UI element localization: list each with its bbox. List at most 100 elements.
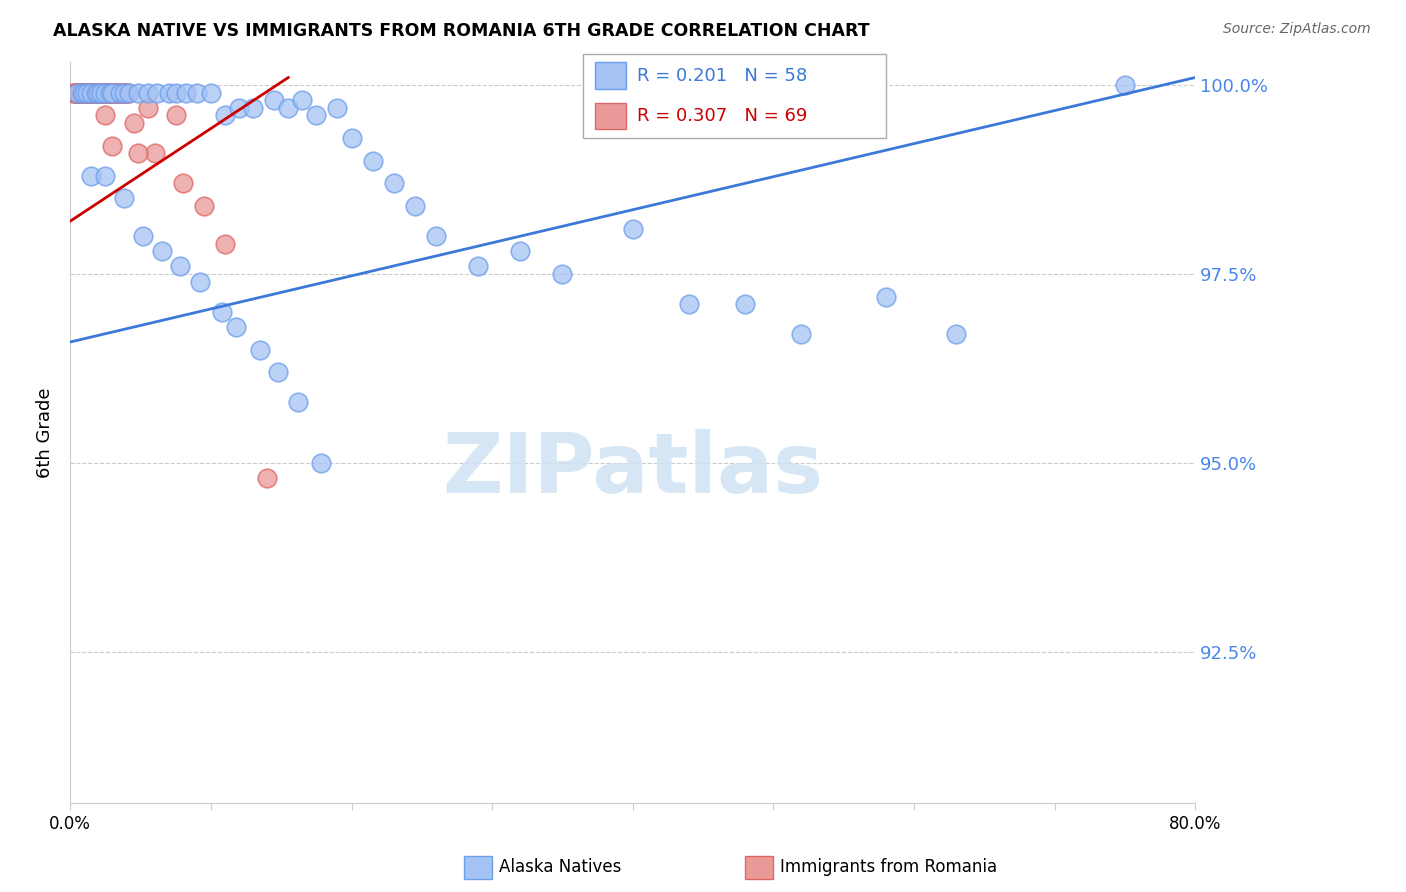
Point bbox=[150, 244, 173, 259]
Point bbox=[94, 86, 117, 100]
Point bbox=[98, 86, 121, 100]
Point bbox=[79, 86, 101, 100]
Point bbox=[108, 86, 131, 100]
Point bbox=[63, 86, 86, 100]
Point bbox=[165, 86, 187, 100]
Point bbox=[107, 86, 129, 100]
Point bbox=[193, 199, 215, 213]
Point bbox=[97, 86, 120, 100]
Point bbox=[117, 86, 139, 100]
Point bbox=[211, 304, 233, 318]
Point bbox=[76, 86, 98, 100]
Point bbox=[86, 86, 108, 100]
Point bbox=[73, 86, 96, 100]
Point bbox=[200, 86, 222, 100]
Point bbox=[69, 86, 91, 100]
Point bbox=[101, 86, 124, 100]
Point bbox=[136, 101, 159, 115]
Text: Source: ZipAtlas.com: Source: ZipAtlas.com bbox=[1223, 22, 1371, 37]
Point bbox=[287, 395, 309, 409]
Point bbox=[66, 86, 89, 100]
Point bbox=[146, 86, 169, 100]
Point bbox=[63, 86, 86, 100]
Point bbox=[127, 86, 149, 100]
Point bbox=[62, 86, 84, 100]
Point bbox=[114, 86, 136, 100]
Point bbox=[89, 86, 111, 100]
Point bbox=[98, 86, 121, 100]
Point bbox=[80, 86, 103, 100]
Point bbox=[94, 169, 117, 183]
Y-axis label: 6th Grade: 6th Grade bbox=[37, 387, 55, 478]
Point bbox=[256, 471, 278, 485]
Text: Alaska Natives: Alaska Natives bbox=[499, 858, 621, 877]
Point bbox=[105, 86, 128, 100]
Point bbox=[65, 86, 87, 100]
Point bbox=[87, 86, 110, 100]
Point bbox=[621, 221, 644, 235]
Point bbox=[790, 327, 813, 342]
Point bbox=[90, 86, 112, 100]
Text: ALASKA NATIVE VS IMMIGRANTS FROM ROMANIA 6TH GRADE CORRELATION CHART: ALASKA NATIVE VS IMMIGRANTS FROM ROMANIA… bbox=[53, 22, 870, 40]
Point bbox=[118, 86, 141, 100]
Point bbox=[87, 86, 110, 100]
Point bbox=[165, 108, 187, 122]
Point bbox=[101, 138, 124, 153]
Text: Immigrants from Romania: Immigrants from Romania bbox=[780, 858, 997, 877]
Point bbox=[277, 101, 299, 115]
Point bbox=[326, 101, 349, 115]
Point bbox=[77, 86, 100, 100]
Point bbox=[509, 244, 531, 259]
Point bbox=[94, 108, 117, 122]
Point bbox=[169, 260, 191, 274]
Point bbox=[79, 86, 101, 100]
Point bbox=[225, 319, 247, 334]
Point bbox=[112, 191, 135, 205]
Point bbox=[467, 260, 489, 274]
Point bbox=[127, 146, 149, 161]
Point bbox=[82, 86, 104, 100]
Point bbox=[98, 86, 121, 100]
Point bbox=[132, 229, 155, 244]
Point bbox=[90, 86, 112, 100]
Point bbox=[76, 86, 98, 100]
Point bbox=[84, 86, 107, 100]
Point bbox=[267, 365, 290, 379]
Point bbox=[80, 86, 103, 100]
Point bbox=[96, 86, 118, 100]
Point bbox=[382, 177, 405, 191]
Point bbox=[93, 86, 115, 100]
Point bbox=[291, 93, 314, 107]
Point bbox=[214, 236, 236, 251]
Point bbox=[678, 297, 700, 311]
Point bbox=[66, 86, 89, 100]
Point bbox=[69, 86, 91, 100]
Point bbox=[80, 86, 103, 100]
Point bbox=[100, 86, 122, 100]
Point bbox=[112, 86, 135, 100]
Point bbox=[67, 86, 90, 100]
Point bbox=[115, 86, 138, 100]
Point bbox=[263, 93, 285, 107]
Point bbox=[72, 86, 94, 100]
Text: ZIPatlas: ZIPatlas bbox=[443, 429, 823, 510]
Point bbox=[551, 267, 574, 281]
Point bbox=[143, 146, 166, 161]
Point bbox=[104, 86, 127, 100]
Point bbox=[122, 116, 145, 130]
Point bbox=[65, 86, 87, 100]
Point bbox=[188, 275, 211, 289]
Point bbox=[108, 86, 131, 100]
Point bbox=[87, 86, 110, 100]
Point bbox=[172, 177, 194, 191]
Point bbox=[875, 290, 897, 304]
Point bbox=[82, 86, 104, 100]
Point bbox=[111, 86, 134, 100]
Point bbox=[734, 297, 756, 311]
Point bbox=[174, 86, 197, 100]
Point bbox=[84, 86, 107, 100]
Point bbox=[425, 229, 447, 244]
Point bbox=[91, 86, 114, 100]
Point bbox=[75, 86, 97, 100]
Point bbox=[93, 86, 115, 100]
